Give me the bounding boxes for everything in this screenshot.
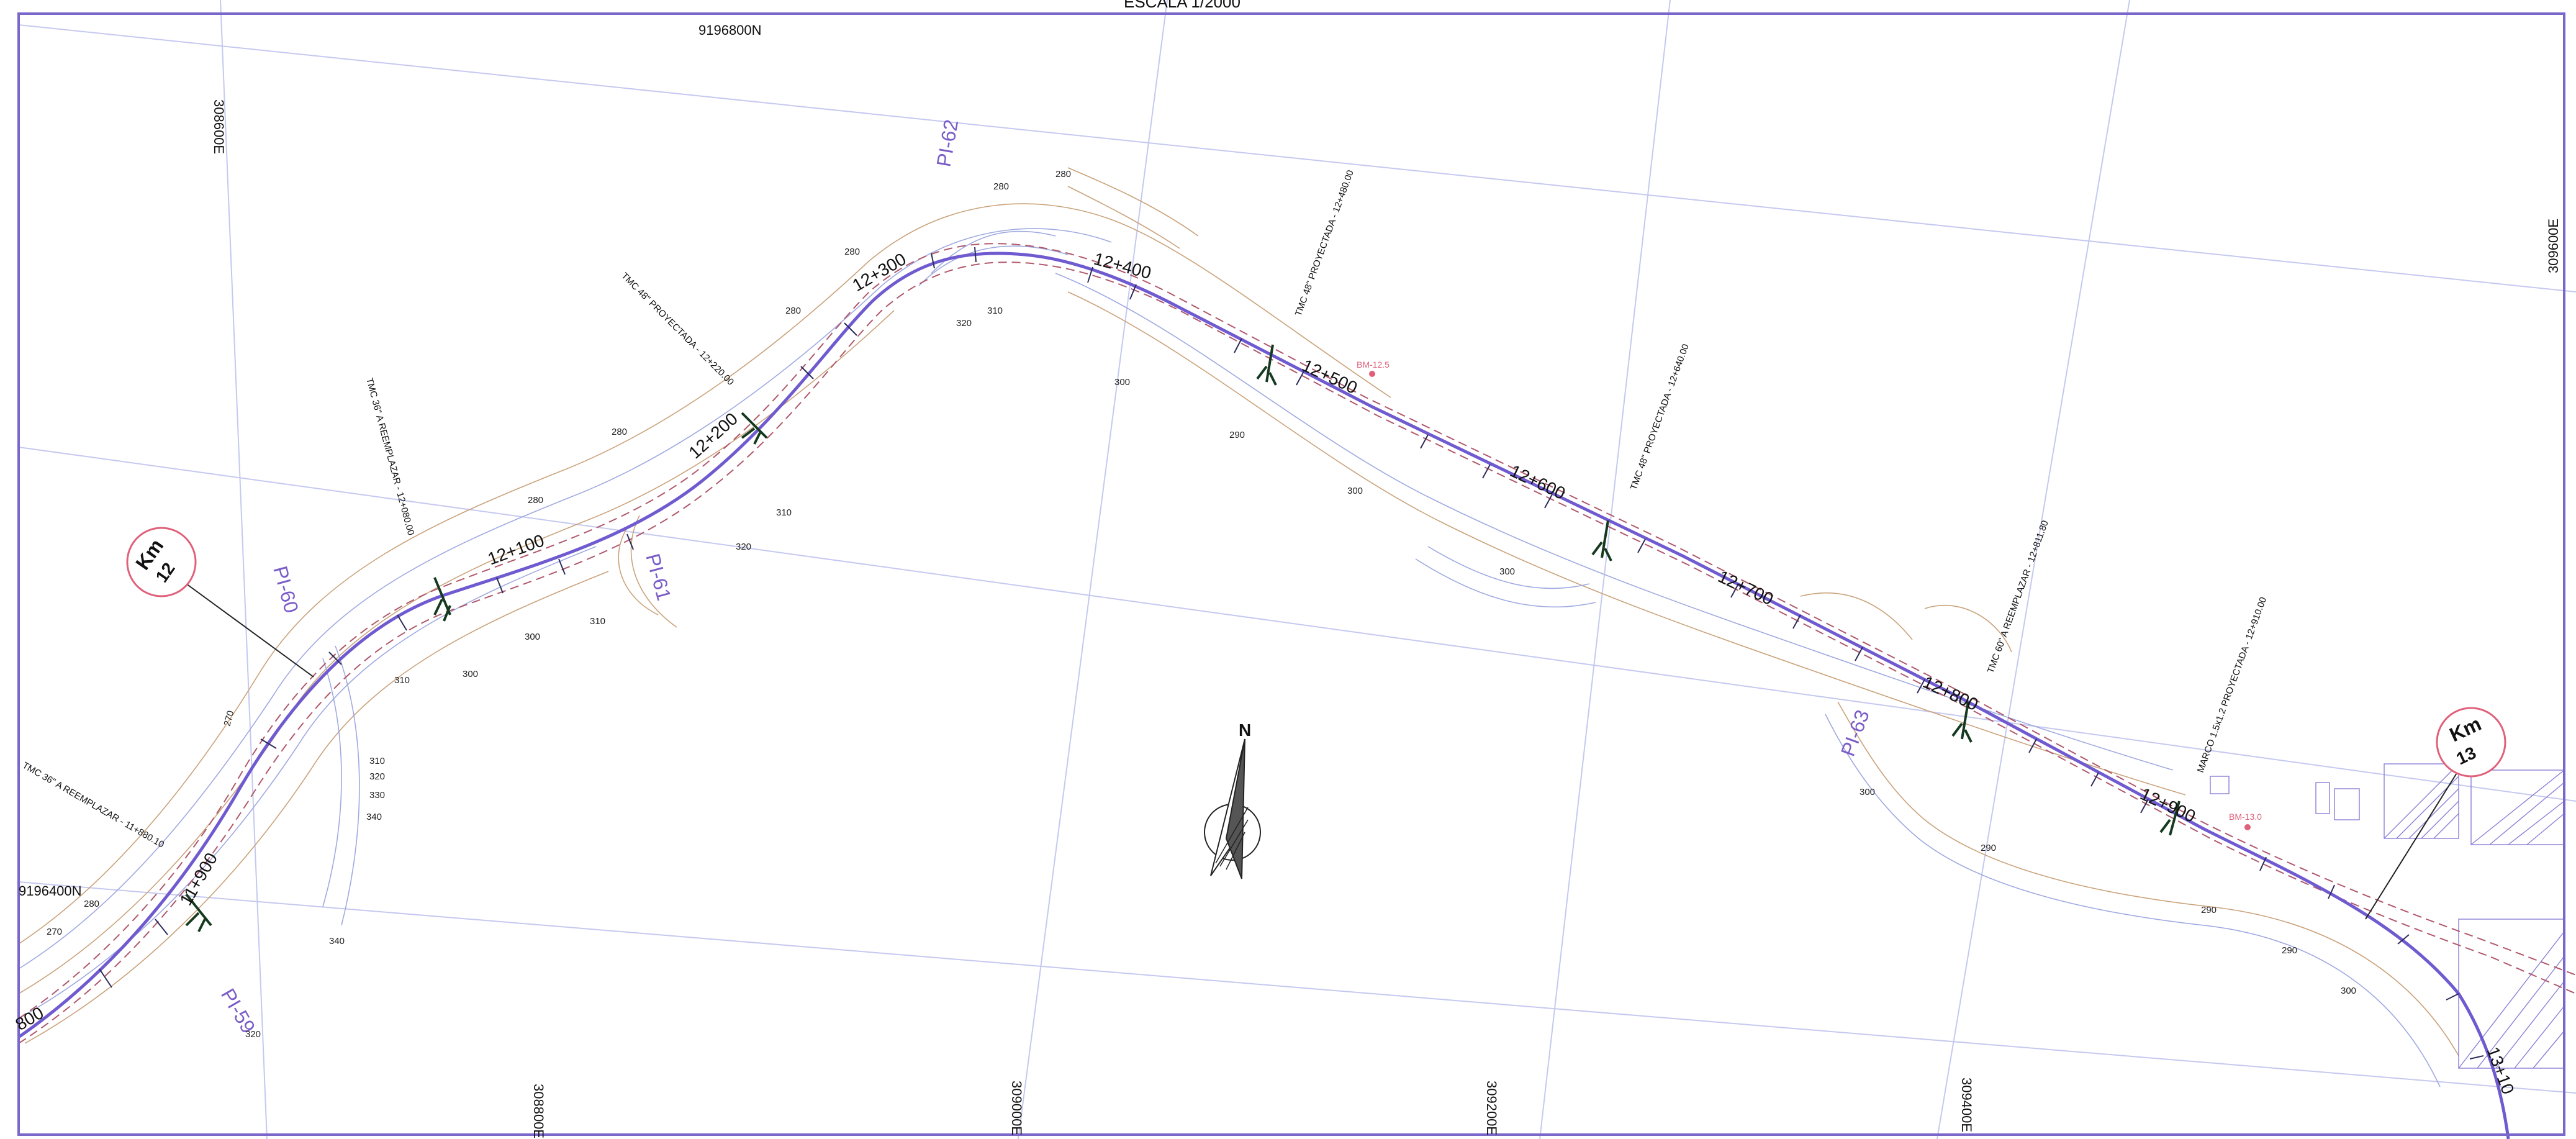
offset-lines xyxy=(18,243,2576,1044)
sheet-frame xyxy=(17,12,2565,1136)
contour-label: 280 xyxy=(844,247,860,257)
pi-label: PI-62 xyxy=(932,118,962,169)
benchmark-marker: BM-12.5 xyxy=(1357,360,1390,377)
contour-label: 280 xyxy=(785,306,801,316)
contour-label: 290 xyxy=(2201,905,2217,915)
grid-label-east-top: 308600E xyxy=(211,99,227,154)
road-alignment xyxy=(17,252,2510,1139)
contour-label: 300 xyxy=(1860,787,1875,797)
contour-label: 290 xyxy=(1981,843,1996,853)
station-label: 11+900 xyxy=(176,850,221,909)
north-arrow: N xyxy=(1204,720,1261,879)
contour-label: 310 xyxy=(394,675,410,686)
structure-annotation: MARCO 1.5x1.2 PROYECTADA - 12+910.00 xyxy=(2195,596,2269,774)
station-label: 13+10 xyxy=(2483,1044,2518,1097)
contour-label: 300 xyxy=(525,632,540,642)
grid-label-north-9196800: 9196800N xyxy=(698,22,762,38)
contour-label: 290 xyxy=(1229,430,1245,440)
structure-annotation: TMC 48" PROYECTADA - 12+480.00 xyxy=(1293,169,1356,318)
grid-label-east-309000: 309000E xyxy=(1009,1081,1024,1135)
alignment-ticks xyxy=(99,247,2484,1060)
contour-label: 340 xyxy=(329,936,345,946)
structure-annotation: TMC 60" A REEMPLAZAR - 12+811.80 xyxy=(1986,519,2051,675)
benchmark-marker: BM-13.0 xyxy=(2229,812,2262,830)
contour-label: 320 xyxy=(736,542,751,552)
km-marker-12: Km 12 xyxy=(126,527,314,678)
contour-label: 340 xyxy=(366,812,382,822)
contour-label: 300 xyxy=(1114,377,1130,388)
station-label: 12+600 xyxy=(1507,461,1568,503)
station-label: 12+500 xyxy=(1299,355,1360,397)
contour-label: 280 xyxy=(993,181,1009,192)
contour-lines xyxy=(18,167,2459,1087)
contour-label: 320 xyxy=(956,318,972,329)
benchmark-label: BM-13.0 xyxy=(2229,812,2262,822)
scale-label: ESCALA 1/2000 xyxy=(1124,0,1241,11)
pi-label: PI-60 xyxy=(269,563,303,615)
contour-label: 330 xyxy=(369,790,385,801)
contour-label: 300 xyxy=(1347,486,1363,496)
station-label: 12+700 xyxy=(1715,566,1776,609)
station-label: 12+400 xyxy=(1091,249,1153,283)
structure-annotation: TMC 36" A REEMPLAZAR - 12+080.00 xyxy=(364,377,416,537)
contour-label: 300 xyxy=(2341,986,2356,996)
station-label: 12+900 xyxy=(2137,784,2198,826)
contour-label: 310 xyxy=(590,616,605,627)
contour-label: 280 xyxy=(612,427,627,437)
pi-label: PI-63 xyxy=(1837,707,1874,759)
km-marker-13: Km 13 xyxy=(2365,707,2506,920)
contour-label: 280 xyxy=(1055,169,1071,179)
structure-annotation: TMC 48" PROYECTADA - 12+640.00 xyxy=(1629,343,1691,492)
contour-label: 320 xyxy=(245,1029,261,1040)
contour-label: 310 xyxy=(987,306,1003,316)
benchmark-label: BM-12.5 xyxy=(1357,360,1390,370)
station-label: 12+800 xyxy=(1920,672,1981,714)
north-arrow-letter: N xyxy=(1239,720,1251,740)
grid-label-east-309400: 309400E xyxy=(1959,1078,1974,1132)
grid-label-east-right: 309600E xyxy=(2546,219,2561,273)
contour-label: 300 xyxy=(463,669,478,679)
station-label: 800 xyxy=(12,1003,47,1034)
contour-label: 280 xyxy=(84,899,99,909)
contour-label: 320 xyxy=(369,771,385,782)
grid-label-north-9196400: 9196400N xyxy=(19,883,82,899)
contour-label: 310 xyxy=(776,507,792,518)
contour-labels: 270 270 280 280 280 280 280 280 280 290 … xyxy=(47,169,2356,1040)
contour-label: 270 xyxy=(222,709,236,727)
contour-label: 270 xyxy=(47,927,62,937)
contour-label: 280 xyxy=(528,495,543,506)
culvert-markers xyxy=(185,344,2181,932)
coordinate-grid xyxy=(18,0,2576,1139)
grid-label-east-309200: 309200E xyxy=(1484,1081,1499,1135)
contour-label: 290 xyxy=(2282,945,2297,956)
contour-label: 300 xyxy=(1499,566,1515,577)
structure-annotation: TMC 48" PROYECTADA - 12+220.00 xyxy=(619,271,736,388)
pi-label: PI-61 xyxy=(641,551,676,602)
contour-label: 310 xyxy=(369,756,385,766)
structure-annotation: TMC 36" A REEMPLAZAR - 11+880.10 xyxy=(20,760,166,850)
grid-label-east-308800: 308800E xyxy=(531,1084,546,1138)
